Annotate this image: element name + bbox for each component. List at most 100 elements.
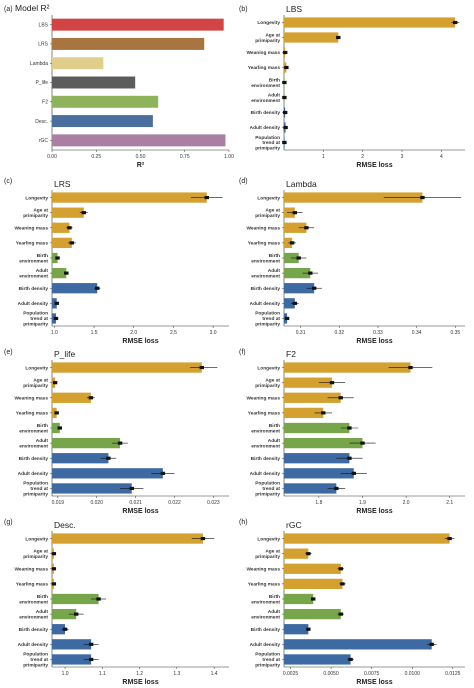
point-estimate [64, 271, 69, 275]
y-tick-label-line: Adult density [18, 301, 49, 307]
point-estimate [292, 301, 298, 305]
y-tick-label: Adult density [18, 471, 49, 477]
y-tick-label-line: F2 [42, 99, 48, 105]
y-tick-label-line: Birth [269, 594, 280, 600]
x-tick-label: 1.2 [136, 671, 143, 677]
y-tick-label-line: Longevity [257, 195, 280, 201]
y-tick-label-line: trend at [262, 486, 280, 492]
y-tick-label-line: primiparity [23, 213, 48, 219]
y-tick-label: rGC [39, 138, 49, 144]
bar [284, 548, 309, 559]
x-tick-label: 1.0 [51, 330, 58, 336]
y-tick-label-line: Yearling mass [248, 241, 281, 247]
point-estimate [308, 271, 313, 275]
point-estimate [204, 195, 209, 200]
point-estimate [88, 396, 94, 400]
point-estimate [311, 597, 316, 601]
bar [52, 468, 163, 479]
point-estimate [96, 597, 101, 601]
x-tick-label: 2 [361, 154, 364, 160]
y-tick-label-line: Birth density [19, 627, 49, 633]
bar [52, 453, 109, 464]
point-estimate [199, 365, 204, 370]
y-tick-label: Age at primiparity [255, 378, 280, 389]
point-estimate [74, 612, 79, 616]
y-tick-label: Adult environment [251, 438, 280, 449]
point-estimate [351, 471, 356, 475]
y-tick-label-line: Weaning mass [14, 566, 48, 572]
panel-title: Model R² [15, 3, 50, 13]
y-tick-label: Age at primiparity [255, 549, 280, 560]
panel-title: rGC [286, 520, 302, 530]
x-tick-label: 0.0050 [323, 671, 339, 677]
panel-label: (h) [239, 519, 248, 526]
panel-label: (b) [239, 6, 248, 13]
point-estimate [55, 256, 60, 260]
bar [52, 207, 84, 218]
y-tick-label: Population trend at primiparity [255, 311, 280, 328]
y-tick-label: Birth density [19, 456, 49, 462]
y-tick-label-line: Age at [33, 378, 48, 384]
point-estimate [282, 110, 288, 115]
point-estimate [347, 456, 352, 460]
y-tick-label-line: Birth density [251, 110, 281, 116]
bar [284, 563, 341, 574]
bar [284, 654, 351, 665]
y-tick-label-line: Age at [33, 208, 48, 214]
x-tick-label: 0.0025 [283, 671, 299, 677]
point-estimate [429, 642, 434, 646]
point-estimate [282, 80, 287, 85]
bar [52, 57, 104, 70]
y-tick-label: Longevity [257, 20, 280, 26]
point-estimate [420, 195, 425, 200]
point-estimate [52, 381, 58, 385]
y-tick-label-line: environment [19, 444, 48, 450]
y-tick-label-line: Longevity [25, 365, 48, 371]
point-estimate [62, 627, 68, 631]
point-estimate [340, 582, 345, 586]
panel-label: (f) [239, 349, 246, 356]
y-tick-label: LBS [39, 22, 49, 28]
panel-title: P_life [54, 349, 76, 359]
y-tick-label: Adult density [250, 301, 281, 307]
point-estimate [329, 381, 335, 385]
y-tick-label-line: Population [255, 311, 280, 317]
y-tick-label: Population trend at primiparity [255, 481, 280, 498]
x-tick-label: 0.34 [412, 330, 422, 336]
y-tick-label-line: Longevity [257, 20, 280, 26]
y-tick-label-line: environment [19, 599, 48, 605]
y-tick-label-line: Age at [265, 33, 280, 39]
y-tick-label-line: Birth [269, 78, 280, 84]
y-tick-label: Weaning mass [14, 395, 48, 401]
y-tick-label-line: Weaning mass [246, 566, 280, 572]
bar [284, 392, 341, 403]
y-tick-label: Lambda [30, 61, 48, 67]
x-tick-label: 0.0100 [405, 671, 421, 677]
y-tick-label-line: Weaning mass [246, 225, 280, 231]
y-tick-label-line: primiparity [23, 322, 48, 328]
y-tick-label: Population trend at primiparity [23, 652, 48, 669]
x-tick-label: 3 [401, 154, 404, 160]
bar [52, 134, 226, 147]
y-tick-label: Age at primiparity [23, 549, 48, 560]
bar [284, 377, 332, 388]
y-tick-label-line: primiparity [255, 383, 280, 389]
panel-label: (d) [239, 178, 248, 185]
y-tick-label: Adult density [250, 642, 281, 648]
bar [284, 362, 411, 373]
y-tick-label-line: environment [251, 428, 280, 434]
point-estimate [306, 627, 311, 631]
bar [52, 237, 72, 249]
panel-a: (a) Model R² 0.00 0.25 0.50 0.75 1.00 R² LBS LRS L… [4, 3, 234, 169]
y-tick-label-line: Age at [265, 549, 280, 555]
y-tick-label-line: Birth density [251, 286, 281, 292]
y-tick-label: Adult density [18, 301, 49, 307]
y-tick-label: Birth environment [251, 423, 280, 434]
point-estimate [53, 316, 59, 321]
point-estimate [338, 567, 344, 571]
y-tick-label-line: Age at [33, 549, 48, 555]
x-tick-label: 2.0 [130, 330, 137, 336]
bar [52, 533, 203, 544]
y-tick-label-line: Longevity [25, 195, 48, 201]
